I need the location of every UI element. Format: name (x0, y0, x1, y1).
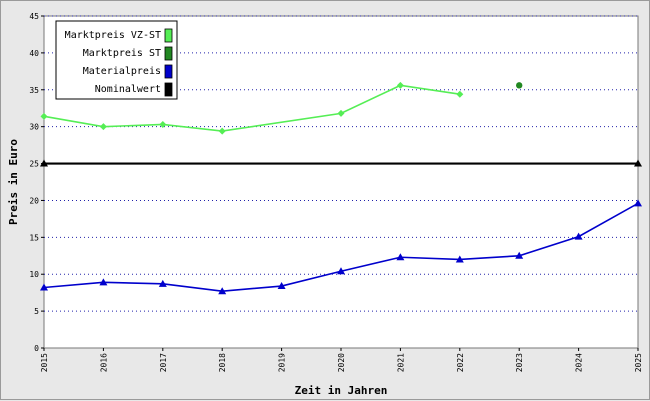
x-tick-label: 2015 (40, 353, 49, 372)
series-2 (40, 199, 642, 295)
data-point (634, 159, 642, 167)
data-point (515, 251, 524, 259)
y-tick-label: 0 (34, 344, 39, 353)
data-point (455, 255, 464, 263)
x-axis-title: Zeit in Jahren (295, 384, 388, 397)
legend: Marktpreis VZ-ST Marktpreis ST Materialpre… (55, 20, 178, 100)
x-tick-label: 2020 (337, 353, 346, 372)
data-point (516, 82, 523, 89)
data-point (159, 120, 167, 128)
data-point (396, 81, 404, 89)
y-tick-label: 15 (29, 233, 39, 242)
data-point (396, 253, 405, 261)
x-tick-label: 2024 (575, 353, 584, 372)
data-point (337, 109, 345, 117)
legend-box (55, 20, 178, 100)
legend-swatch (164, 64, 173, 79)
data-point (40, 112, 48, 120)
x-tick-label: 2018 (218, 353, 227, 372)
x-tick-label: 2016 (99, 353, 108, 372)
x-tick-label: 2022 (456, 353, 465, 372)
y-tick-label: 10 (29, 270, 39, 279)
data-point (99, 278, 108, 286)
x-tick-label: 2021 (396, 353, 405, 372)
data-point (634, 199, 642, 207)
legend-swatch (164, 28, 173, 43)
x-tick-label: 2025 (634, 353, 643, 372)
x-tick-label: 2019 (278, 353, 287, 372)
data-point (218, 127, 226, 135)
legend-label: Nominalwert (95, 84, 161, 95)
x-tick-label: 2023 (515, 353, 524, 372)
data-point (456, 90, 464, 98)
data-point (574, 232, 583, 240)
y-tick-label: 25 (29, 160, 39, 169)
series-layer (40, 81, 642, 295)
legend-swatch (164, 46, 173, 61)
data-point (99, 123, 107, 131)
y-tick-label: 30 (29, 123, 39, 132)
y-tick-label: 40 (29, 49, 39, 58)
data-point (158, 279, 167, 287)
y-tick-label: 35 (29, 86, 39, 95)
data-point (218, 287, 227, 295)
series-0 (40, 81, 464, 135)
data-point (277, 282, 286, 290)
y-axis-title: Preis in Euro (7, 139, 20, 225)
legend-label: Marktpreis VZ-ST (65, 30, 161, 41)
legend-label: Materialpreis (83, 66, 161, 77)
x-tick-label: 2017 (159, 353, 168, 372)
series-1 (516, 82, 523, 89)
legend-label: Marktpreis ST (83, 48, 161, 59)
y-tick-label: 5 (34, 307, 39, 316)
legend-swatch (164, 82, 173, 97)
data-point (337, 267, 345, 275)
y-tick-label: 20 (29, 196, 39, 205)
data-point (40, 283, 48, 291)
y-tick-label: 45 (29, 12, 39, 21)
